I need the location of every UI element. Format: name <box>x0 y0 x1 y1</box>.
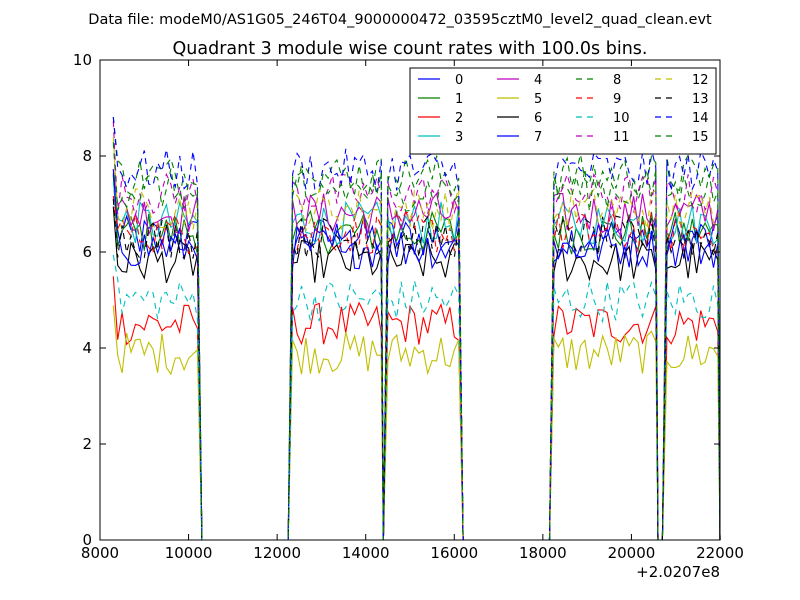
y-tick-label: 2 <box>82 435 92 453</box>
x-tick-label: 8000 <box>81 544 119 562</box>
legend-label-7: 7 <box>534 130 542 145</box>
x-tick-label: 10000 <box>165 544 213 562</box>
series-line-9 <box>112 195 721 541</box>
plot-frame <box>99 59 721 541</box>
file-name-label: Data file: modeM0/AS1G05_246T04_90000004… <box>88 12 712 28</box>
legend-label-6: 6 <box>534 111 542 126</box>
x-tick-label: 12000 <box>253 544 301 562</box>
series-line-7 <box>112 169 721 541</box>
legend-label-3: 3 <box>455 130 463 145</box>
series-layer <box>112 116 721 541</box>
x-tick-label: 22000 <box>696 544 744 562</box>
chart-title: Quadrant 3 module wise count rates with … <box>173 39 648 59</box>
legend-label-13: 13 <box>692 92 709 107</box>
x-tick-label: 18000 <box>519 544 567 562</box>
legend-label-8: 8 <box>613 73 621 88</box>
legend-box <box>409 67 717 155</box>
series-line-11 <box>112 121 721 541</box>
series-line-13 <box>112 199 721 541</box>
legend-label-14: 14 <box>692 111 709 126</box>
x-tick-label: 14000 <box>342 544 390 562</box>
axes-layer: 8000 10000 12000 14000 16000 18000 20000 22000 0… <box>73 51 744 562</box>
series-line-5 <box>112 305 721 541</box>
x-tick-label: 16000 <box>430 544 478 562</box>
series-line-1 <box>112 175 721 541</box>
series-line-12 <box>112 137 721 541</box>
x-tick-label: 20000 <box>608 544 656 562</box>
legend-label-10: 10 <box>613 111 630 126</box>
y-tick-label: 6 <box>82 243 92 261</box>
y-tick-label: 10 <box>73 51 92 69</box>
series-line-8 <box>112 117 721 541</box>
series-line-0 <box>112 173 721 541</box>
legend-label-9: 9 <box>613 92 621 107</box>
legend-label-5: 5 <box>534 92 542 107</box>
series-line-4 <box>112 168 721 541</box>
legend-label-12: 12 <box>692 73 709 88</box>
y-tick-label: 0 <box>82 531 92 549</box>
series-line-15 <box>112 142 721 541</box>
legend-label-11: 11 <box>613 130 630 145</box>
legend-label-4: 4 <box>534 73 542 88</box>
y-tick-label: 4 <box>82 339 92 357</box>
y-tick-label: 8 <box>82 147 92 165</box>
legend-label-2: 2 <box>455 111 463 126</box>
x-offset-label: +2.0207e8 <box>636 563 720 581</box>
series-line-2 <box>112 276 721 541</box>
legend-label-0: 0 <box>455 73 463 88</box>
legend-label-1: 1 <box>455 92 463 107</box>
legend-label-15: 15 <box>692 130 709 145</box>
series-line-10 <box>112 254 721 541</box>
